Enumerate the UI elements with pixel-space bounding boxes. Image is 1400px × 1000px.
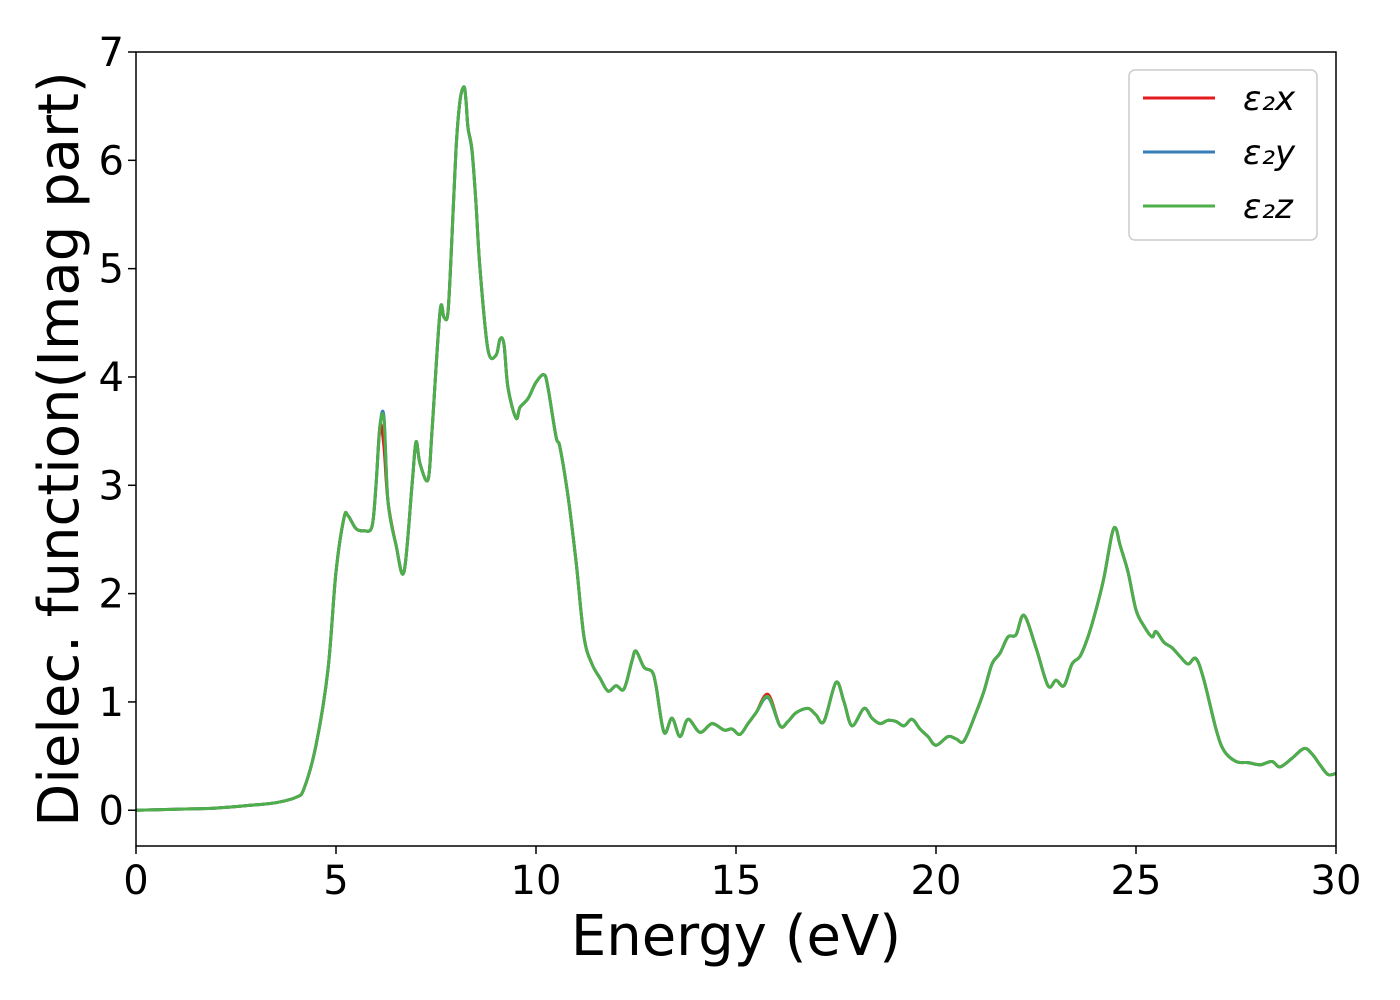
y-tick-label: 0: [99, 788, 124, 834]
y-tick-label: 3: [99, 463, 124, 509]
y-axis-ticks: 0 1 2 3 4 5 6 7: [99, 30, 136, 834]
legend-label: ε₂x: [1243, 79, 1296, 119]
x-tick-label: 25: [1111, 858, 1162, 904]
x-tick-label: 10: [511, 858, 562, 904]
x-tick-label: 15: [711, 858, 762, 904]
legend-label: ε₂y: [1243, 133, 1296, 173]
y-tick-label: 5: [99, 247, 124, 293]
y-axis-label: Dielec. function(Imag part): [27, 71, 92, 827]
legend-box: [1128, 69, 1318, 241]
y-tick-label: 1: [99, 680, 124, 726]
series-layer: [135, 85, 1337, 812]
y-tick-label: 6: [99, 138, 124, 184]
legend-label: ε₂z: [1243, 187, 1294, 227]
legend: ε₂x ε₂y ε₂z: [1128, 69, 1318, 241]
y-tick-label: 2: [99, 572, 124, 618]
series-line-eps2z: [135, 85, 1337, 812]
y-tick-label: 4: [99, 355, 124, 401]
x-tick-label: 0: [123, 858, 148, 904]
x-tick-label: 5: [323, 858, 348, 904]
x-axis-label: Energy (eV): [571, 904, 901, 969]
x-axis-ticks: 0 5 10 15 20 25 30: [123, 846, 1361, 904]
x-tick-label: 20: [911, 858, 962, 904]
y-tick-label: 7: [99, 30, 124, 76]
x-tick-label: 30: [1311, 858, 1362, 904]
